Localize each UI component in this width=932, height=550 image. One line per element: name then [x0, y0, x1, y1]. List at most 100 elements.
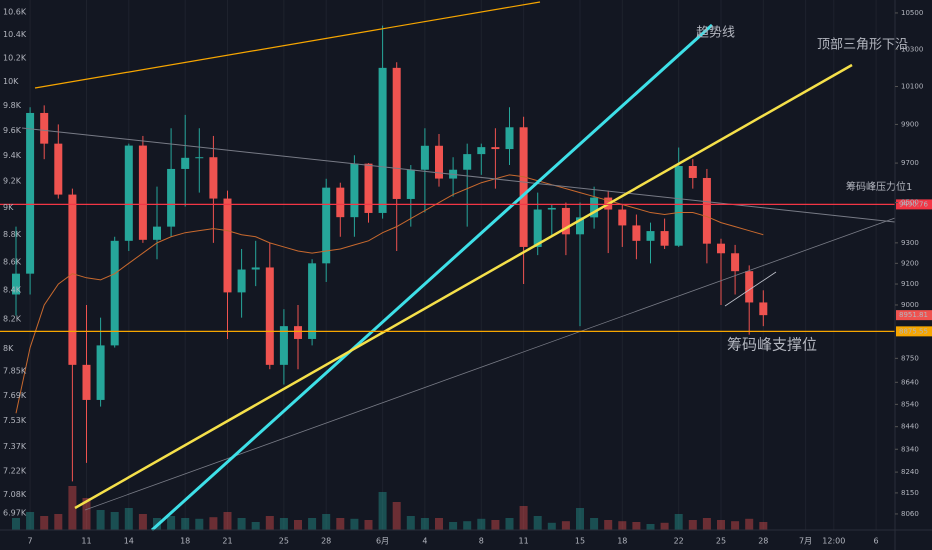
candle-body: [68, 194, 77, 365]
candle-body: [237, 269, 246, 293]
x-tick-label: 15: [575, 537, 585, 546]
volume-bar: [491, 520, 500, 530]
candle-body: [688, 166, 697, 178]
volume-bar: [702, 518, 711, 530]
volume-bar: [96, 510, 105, 530]
x-tick-label: 4: [422, 537, 427, 546]
candle-body: [660, 231, 669, 246]
candle-body: [223, 198, 232, 293]
y-tick-label: 7.69K: [3, 391, 27, 400]
y-tick-label: 6.97K: [3, 509, 27, 518]
candle-body: [195, 157, 204, 159]
y2-tick-label: 8640: [901, 378, 919, 386]
candle-body: [138, 145, 147, 240]
candle-body: [533, 209, 542, 247]
volume-bar: [223, 512, 232, 530]
y2-tick-label: 8240: [901, 468, 919, 476]
candle-body: [547, 207, 556, 210]
y2-tick-label: 9900: [901, 120, 919, 128]
price-tag-label: 8875.55: [899, 327, 928, 335]
x-tick-label: 28: [321, 537, 331, 546]
volume-bar: [477, 518, 486, 530]
price-tag: [896, 199, 932, 210]
x-tick-label: 14: [124, 537, 134, 546]
y-tick-label: 7.85K: [3, 366, 27, 375]
y2-tick-label: 9300: [901, 239, 919, 247]
volume-bar: [392, 502, 401, 530]
price-tag: [896, 326, 932, 337]
candle-body: [110, 240, 119, 346]
y2-tick-label: 8440: [901, 423, 919, 431]
trend-line: [74, 63, 853, 510]
candle-body: [463, 154, 472, 170]
volume-bar: [26, 512, 35, 530]
candle-body: [731, 253, 740, 272]
y-tick-label: 8.2K: [3, 314, 22, 323]
candle-body: [181, 157, 190, 169]
y2-tick-label: 8340: [901, 445, 919, 453]
trend-line: [84, 217, 896, 511]
y-tick-label: 10.4K: [3, 30, 27, 39]
volume-bar: [435, 518, 443, 530]
candle-body: [378, 67, 387, 213]
trend-line: [724, 271, 777, 307]
x-tick-label: 11: [519, 537, 529, 546]
x-tick-label: 7: [28, 537, 33, 546]
candle-body: [265, 267, 274, 365]
candle-body: [96, 345, 105, 400]
y-tick-label: 8K: [3, 344, 14, 353]
candle-body: [12, 273, 20, 295]
y2-tick-label: 8150: [901, 489, 919, 497]
y-tick-label: 9.2K: [3, 177, 22, 186]
candle-body: [26, 112, 35, 274]
candle-layer: [12, 25, 768, 482]
candle-body: [632, 225, 641, 241]
candle-body: [717, 243, 725, 254]
volume-bar: [420, 518, 429, 530]
volume-bar: [237, 518, 246, 530]
volume-bar: [547, 522, 556, 530]
candle-body: [322, 187, 331, 264]
price-tag-label: 9490.76: [899, 200, 928, 208]
candle-body: [435, 145, 443, 179]
candle-body: [702, 177, 711, 244]
candle-body: [54, 143, 63, 195]
y-tick-label: 10.6K: [3, 7, 27, 16]
volume-bar: [561, 521, 570, 530]
x-tick-label: 28: [758, 537, 768, 546]
y2-tick-label: 8750: [901, 354, 919, 362]
volume-bar: [350, 518, 359, 530]
volume-bar: [40, 516, 49, 530]
volume-bar: [138, 514, 147, 530]
candle-body: [646, 231, 655, 241]
candle-body: [759, 302, 768, 316]
x-tick-label: 12:00: [822, 537, 845, 546]
y-tick-label: 8.8K: [3, 230, 22, 239]
volume-bar: [378, 492, 387, 530]
candle-body: [505, 127, 514, 150]
candle-body: [420, 145, 429, 170]
y-tick-label: 7.37K: [3, 442, 27, 451]
volume-bar: [167, 516, 176, 530]
candle-body: [745, 271, 754, 303]
annotation: 顶部三角形下沿: [817, 38, 908, 53]
volume-bar: [82, 498, 91, 530]
volume-bar: [336, 518, 345, 530]
y-tick-label: 10K: [3, 77, 19, 86]
x-tick-label: 25: [716, 537, 726, 546]
candle-body: [519, 127, 528, 247]
volume-bar: [533, 516, 542, 530]
y2-tick-label: 9100: [901, 280, 919, 288]
x-tick-label: 6: [874, 537, 879, 546]
candle-body: [350, 163, 359, 218]
candle-body: [251, 267, 260, 270]
trend-line: [34, 1, 541, 89]
x-tick-label: 25: [279, 537, 289, 546]
volume-bar: [294, 520, 302, 530]
candle-body: [209, 157, 218, 199]
candle-body: [124, 145, 133, 241]
volume-bar: [195, 518, 204, 530]
volume-bar: [124, 508, 133, 530]
